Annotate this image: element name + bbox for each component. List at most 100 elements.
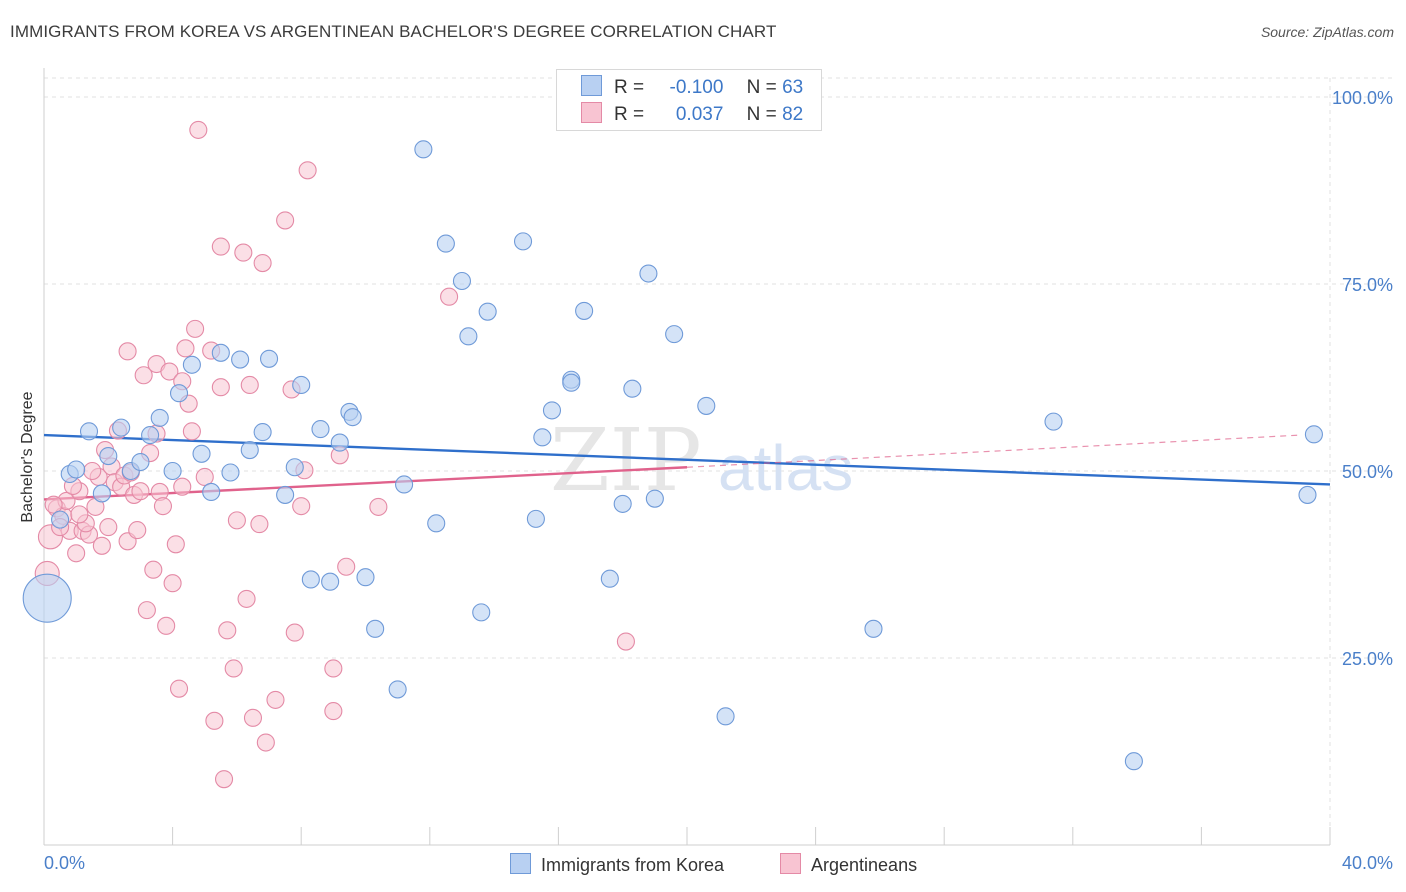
korea-point bbox=[864, 619, 883, 638]
argentineans-point bbox=[234, 243, 253, 262]
legend-item-korea[interactable]: Immigrants from Korea bbox=[510, 853, 724, 876]
series-legend: Immigrants from Korea Argentineans bbox=[0, 851, 1406, 877]
y-tick-label: 75.0% bbox=[1342, 275, 1393, 295]
korea-point bbox=[562, 373, 581, 392]
korea-point bbox=[231, 350, 250, 369]
argentina-legend-swatch bbox=[780, 853, 801, 874]
tick-labels: 25.0% 50.0% 75.0% 100.0% 0.0% 40.0% bbox=[44, 88, 1393, 873]
korea-point bbox=[221, 463, 240, 482]
argentineans-point bbox=[160, 362, 179, 381]
korea-point bbox=[131, 452, 150, 472]
korea-point bbox=[623, 379, 642, 398]
argentina-r-value: 0.037 bbox=[675, 104, 724, 125]
korea-point bbox=[436, 234, 455, 253]
argentineans-point bbox=[173, 477, 192, 496]
korea-point bbox=[1298, 485, 1317, 504]
argentineans-point bbox=[195, 467, 214, 487]
korea-point bbox=[716, 707, 735, 726]
korea-point bbox=[99, 446, 118, 466]
argentineans-point bbox=[144, 560, 163, 579]
korea-point bbox=[321, 572, 340, 591]
argentineans-points bbox=[34, 120, 635, 789]
legend-row-korea: R = -0.100 N = 63 bbox=[581, 75, 803, 98]
watermark-atlas: atlas bbox=[718, 432, 853, 504]
korea-point bbox=[67, 460, 86, 479]
argentineans-point bbox=[616, 632, 635, 651]
korea-point bbox=[414, 140, 433, 159]
korea-point bbox=[452, 271, 472, 291]
korea-point bbox=[388, 680, 407, 699]
korea-point bbox=[613, 494, 632, 513]
korea-point bbox=[192, 444, 211, 463]
korea-point bbox=[330, 433, 349, 452]
korea-point bbox=[182, 355, 201, 374]
korea-point bbox=[513, 232, 533, 251]
korea-point bbox=[22, 573, 72, 623]
korea-swatch bbox=[581, 75, 602, 96]
korea-point bbox=[665, 325, 684, 344]
korea-point bbox=[150, 408, 169, 427]
y-tick-label: 100.0% bbox=[1332, 88, 1393, 108]
argentineans-point bbox=[211, 378, 230, 397]
argentineans-point bbox=[169, 679, 189, 698]
source-note: Source: ZipAtlas.com bbox=[1260, 24, 1394, 40]
korea-point bbox=[163, 461, 182, 481]
argentineans-point bbox=[250, 515, 269, 534]
argentina-n-value: 82 bbox=[782, 104, 804, 125]
argentineans-point bbox=[276, 211, 295, 230]
legend-item-argentina[interactable]: Argentineans bbox=[780, 853, 917, 876]
korea-point bbox=[202, 482, 221, 501]
argentineans-point bbox=[205, 711, 224, 730]
argentineans-point bbox=[214, 770, 234, 789]
argentineans-point bbox=[134, 366, 153, 385]
watermark-zip: ZIP bbox=[550, 411, 702, 511]
y-tick-label: 25.0% bbox=[1342, 649, 1393, 669]
stats-legend: R = -0.100 N = 63 R = 0.037 N = 82 bbox=[556, 69, 822, 131]
argentineans-point bbox=[256, 733, 275, 752]
argentina-trend-extension bbox=[686, 434, 1301, 468]
argentineans-point bbox=[182, 422, 201, 441]
argentineans-point bbox=[131, 482, 150, 501]
korea-point bbox=[645, 489, 664, 508]
korea-point bbox=[51, 510, 70, 529]
korea-point bbox=[356, 568, 375, 587]
argentineans-point bbox=[324, 659, 343, 678]
argentineans-point bbox=[224, 659, 243, 678]
argentineans-point bbox=[176, 339, 195, 358]
korea-point bbox=[600, 569, 619, 588]
x-tick-label: 40.0% bbox=[1342, 853, 1393, 873]
korea-point bbox=[292, 375, 311, 395]
korea-r-value: -0.100 bbox=[669, 77, 724, 98]
korea-point bbox=[311, 420, 330, 439]
argentineans-point bbox=[369, 497, 388, 516]
argentineans-point bbox=[211, 237, 230, 256]
argentineans-point bbox=[83, 461, 102, 481]
chart-title: IMMIGRANTS FROM KOREA VS ARGENTINEAN BAC… bbox=[10, 22, 777, 41]
argentineans-point bbox=[227, 511, 246, 530]
korea-point bbox=[697, 396, 716, 415]
korea-legend-label: Immigrants from Korea bbox=[541, 855, 725, 875]
argentineans-point bbox=[166, 535, 185, 554]
korea-point bbox=[1124, 752, 1143, 771]
korea-point bbox=[92, 484, 111, 503]
korea-point bbox=[533, 428, 552, 447]
korea-point bbox=[575, 301, 594, 320]
argentineans-point bbox=[324, 702, 343, 721]
argentineans-point bbox=[186, 319, 205, 338]
argentineans-point bbox=[285, 623, 304, 642]
korea-point bbox=[301, 570, 320, 589]
korea-point bbox=[366, 619, 385, 638]
korea-point bbox=[1304, 425, 1323, 444]
argentineans-point bbox=[243, 708, 263, 727]
argentineans-point bbox=[337, 557, 356, 576]
argentineans-point bbox=[128, 521, 147, 540]
korea-point bbox=[427, 514, 446, 533]
argentineans-point bbox=[266, 690, 285, 709]
korea-trend-line bbox=[43, 433, 1331, 486]
argentineans-point bbox=[137, 601, 156, 620]
korea-point bbox=[79, 422, 99, 441]
argentineans-point bbox=[189, 120, 208, 139]
argentineans-point bbox=[237, 589, 256, 608]
korea-point bbox=[141, 426, 160, 445]
